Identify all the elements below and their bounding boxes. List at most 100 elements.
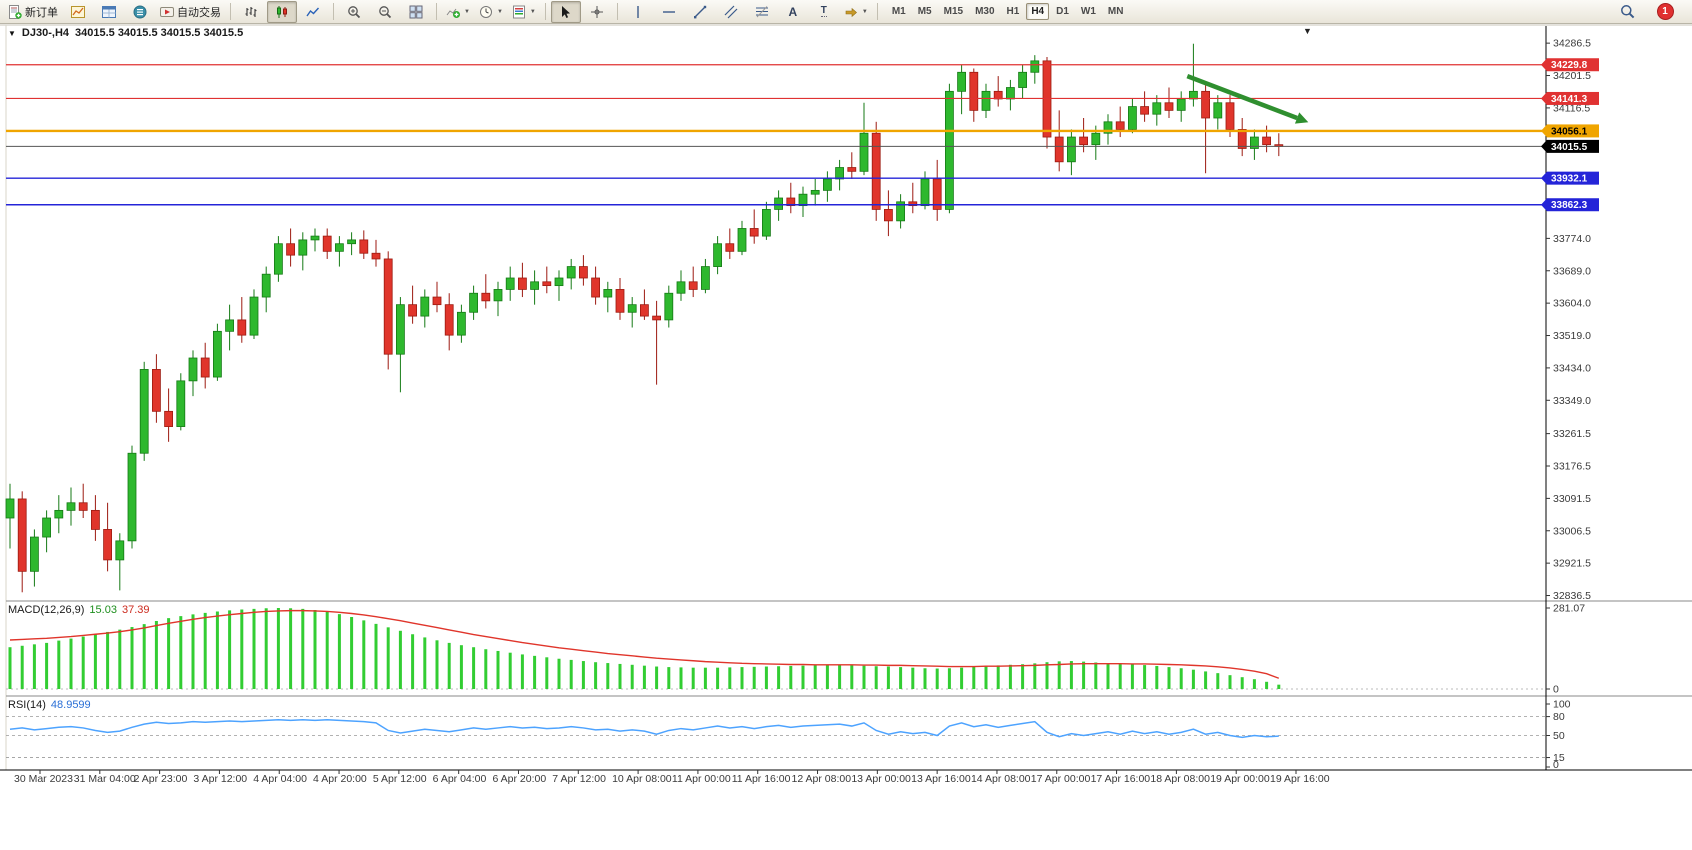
chart-window: ▼ 34286.5 34201.5 34116.5 33774.0 33689.0 3360…	[0, 24, 1692, 850]
time-axis-label: 3 Apr 12:00	[193, 773, 247, 785]
cursor-button[interactable]	[550, 0, 581, 23]
notifications-button[interactable]: 1	[1650, 1, 1680, 23]
rsi-axis-tick: 100	[1553, 699, 1571, 711]
chart-area[interactable]: ▼ 34286.5 34201.5 34116.5 33774.0 33689.0 3360…	[0, 24, 1692, 850]
rsi-axis-tick: 50	[1553, 730, 1565, 742]
equidistant-channel-button[interactable]	[716, 1, 746, 23]
rsi-name: RSI(14)	[8, 699, 46, 711]
toolbar-right-cluster: 1	[1612, 1, 1688, 23]
notification-count-badge: 1	[1656, 3, 1674, 20]
timeframe-w1-button[interactable]: W1	[1080, 6, 1096, 17]
data-window-button[interactable]	[125, 1, 155, 23]
tile-windows-button[interactable]	[401, 1, 431, 23]
price-badge-34015.5: 34015.5	[1551, 142, 1588, 153]
time-axis[interactable]: 30 Mar 2023 31 Mar 04:002 Apr 23:00 3 Apr …	[14, 770, 1330, 785]
templates-button[interactable]: ▼	[508, 1, 540, 23]
rsi-indicator-label: RSI(14) 48.9599	[8, 699, 91, 711]
crosshair-button[interactable]	[582, 1, 612, 23]
auto-trading-icon	[160, 6, 174, 17]
time-axis-label: 19 Apr 16:00	[1270, 773, 1330, 785]
arrows-tool-icon	[845, 7, 857, 17]
macd-axis-tick: 0	[1553, 684, 1559, 696]
chart-symbol-period: DJ30-,H4	[21, 27, 69, 39]
zoom-in-button[interactable]	[339, 1, 369, 23]
time-axis-label: 14 Apr 08:00	[971, 773, 1031, 785]
market-watch-button[interactable]	[94, 1, 124, 23]
price-axis-tick: 33006.5	[1553, 525, 1591, 537]
clock-icon	[479, 5, 492, 18]
fibonacci-button[interactable]	[747, 1, 777, 23]
toolbar-separator	[333, 3, 334, 20]
price-axis-tick: 33434.0	[1553, 362, 1591, 374]
timeframe-mn-button[interactable]: MN	[1107, 6, 1124, 17]
price-badge-34056.1: 34056.1	[1551, 126, 1588, 137]
new-chart-icon	[71, 5, 85, 18]
price-axis-tick: 33176.5	[1553, 461, 1591, 473]
time-axis-label: 10 Apr 08:00	[612, 773, 672, 785]
timeframe-h4-button[interactable]: H4	[1026, 3, 1050, 20]
zoom-out-button[interactable]	[370, 1, 400, 23]
line-chart-button[interactable]	[298, 1, 328, 23]
vertical-line-button[interactable]	[623, 1, 653, 23]
price-axis-tick: 32921.5	[1553, 558, 1591, 570]
macd-name: MACD(12,26,9)	[8, 604, 85, 616]
main-toolbar: 新订单 自动交易 ▼ ▼ ▼	[0, 0, 1692, 24]
timeframe-d1-button[interactable]: D1	[1056, 6, 1069, 17]
price-axis-tick: 33519.0	[1553, 330, 1591, 342]
price-badge-34141.3: 34141.3	[1551, 94, 1588, 105]
periods-button[interactable]: ▼	[475, 1, 507, 23]
bar-chart-button[interactable]	[236, 1, 266, 23]
macd-axis-tick: 281.07	[1553, 603, 1585, 615]
timeframe-m15-button[interactable]: M15	[943, 6, 964, 17]
price-axis[interactable]: 34286.5 34201.5 34116.5 33774.0 33689.0 33604…	[1546, 38, 1591, 602]
time-axis-label: 2 Apr 23:00	[134, 773, 188, 785]
horizontal-line-button[interactable]	[654, 1, 684, 23]
rsi-value: 48.9599	[50, 699, 91, 711]
trend-arrow-annotation[interactable]	[1186, 73, 1309, 124]
price-axis-tick: 33689.0	[1553, 265, 1591, 277]
chart-title: ▼ DJ30-,H4 34015.5 34015.5 34015.5 34015…	[8, 27, 243, 39]
horizontal-line-objects[interactable]	[6, 64, 1546, 206]
auto-trading-button[interactable]: 自动交易	[156, 1, 225, 23]
price-axis-tick: 34116.5	[1553, 102, 1590, 114]
toolbar-separator	[230, 3, 231, 20]
timeframe-h1-button[interactable]: H1	[1006, 6, 1020, 17]
time-axis-label: 4 Apr 20:00	[313, 773, 367, 785]
chart-shift-marker-icon[interactable]: ▼	[1303, 26, 1312, 36]
line-chart-icon	[306, 7, 320, 16]
rsi-axis-tick: 0	[1553, 759, 1559, 771]
arrows-button[interactable]: ▼	[840, 1, 872, 23]
timeframe-toolbar: M1 M5 M15 M30 H1 H4 D1 W1 MN	[887, 3, 1129, 20]
new-chart-button[interactable]	[63, 1, 93, 23]
price-axis-tick: 33091.5	[1553, 493, 1591, 505]
macd-indicator-label: MACD(12,26,9) 15.03 37.39	[8, 604, 149, 616]
time-axis-label: 4 Apr 04:00	[253, 773, 307, 785]
price-badge-34229.8: 34229.8	[1551, 60, 1588, 71]
label-tool-icon: T	[820, 5, 827, 17]
price-badges: 34229.8 34141.3 34056.1 34015.5 33932.1 33862…	[1541, 58, 1599, 212]
price-axis-tick: 32836.5	[1553, 590, 1591, 602]
data-window-icon	[133, 5, 147, 18]
time-axis-label: 17 Apr 16:00	[1091, 773, 1151, 785]
text-button[interactable]: A	[778, 1, 808, 23]
search-button[interactable]	[1612, 1, 1642, 23]
time-axis-label: 13 Apr 00:00	[851, 773, 911, 785]
timeframe-m30-button[interactable]: M30	[975, 6, 995, 17]
macd-main-value: 15.03	[89, 604, 117, 616]
one-click-trading-toggle[interactable]: ▼	[8, 28, 16, 38]
candlestick-chart-icon	[277, 5, 287, 18]
time-axis-label: 11 Apr 16:00	[732, 773, 791, 785]
text-label-button[interactable]: T	[809, 1, 839, 23]
price-badge-33932.1: 33932.1	[1551, 174, 1588, 185]
toolbar-separator	[436, 3, 437, 20]
trendline-button[interactable]	[685, 1, 715, 23]
indicators-button[interactable]: ▼	[442, 1, 474, 23]
time-axis-label: 13 Apr 16:00	[911, 773, 971, 785]
new-order-button[interactable]: 新订单	[4, 1, 62, 23]
timeframe-m1-button[interactable]: M1	[891, 6, 906, 17]
time-axis-label: 19 Apr 00:00	[1210, 773, 1270, 785]
trendline-icon	[693, 5, 707, 18]
candlestick-chart-button[interactable]	[267, 0, 297, 23]
timeframe-m5-button[interactable]: M5	[917, 6, 932, 17]
